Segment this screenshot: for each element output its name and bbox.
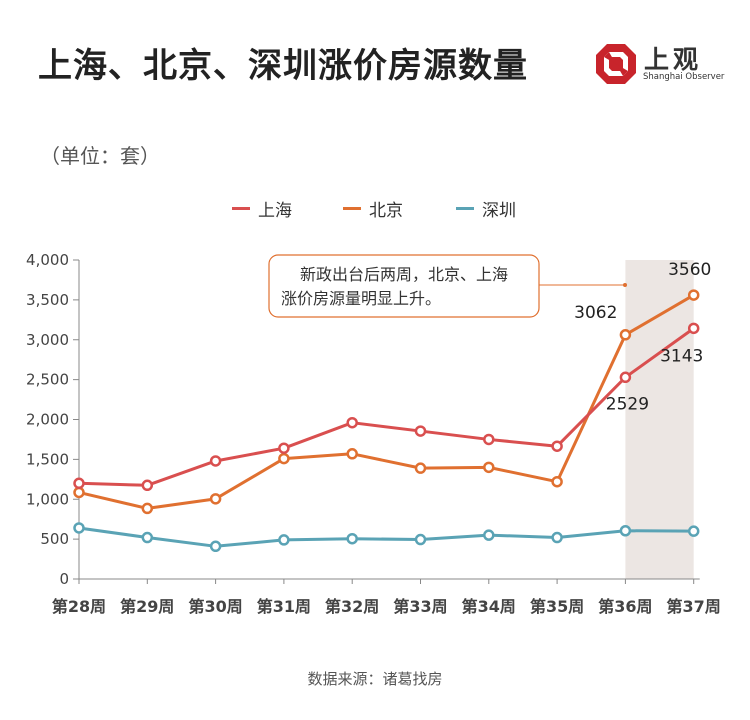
data-label: 3143 xyxy=(660,346,703,366)
data-point xyxy=(619,525,632,537)
x-tick-label: 第36周 xyxy=(598,597,652,616)
data-point xyxy=(551,531,563,544)
unit-label: （单位：套） xyxy=(40,144,160,168)
legend-label-shanghai: 上海 xyxy=(258,200,292,221)
y-tick-label: 2,500 xyxy=(26,371,69,389)
x-tick-label: 第28周 xyxy=(52,597,106,616)
x-tick-label: 第30周 xyxy=(188,597,242,616)
highlight-band xyxy=(625,260,694,579)
data-point xyxy=(414,533,427,546)
data-point xyxy=(278,442,290,454)
legend-item-shenzhen: 深圳 xyxy=(456,196,516,221)
legend-swatch-shanghai xyxy=(232,206,250,210)
y-tick-label: 0 xyxy=(59,570,69,588)
chart-legend: 上海 北京 深圳 xyxy=(0,196,750,221)
y-tick-label: 1,500 xyxy=(26,450,69,468)
data-point xyxy=(73,477,85,490)
data-point xyxy=(209,540,222,553)
y-tick-label: 4,000 xyxy=(26,251,69,269)
logo-text: 上观 xyxy=(644,45,703,74)
data-point xyxy=(687,525,700,537)
source-note: 数据来源：诸葛找房 xyxy=(307,670,443,688)
x-tick-label: 第37周 xyxy=(667,597,721,616)
legend-swatch-beijing xyxy=(343,206,361,210)
data-point xyxy=(346,448,358,460)
x-tick-label: 第33周 xyxy=(393,597,447,616)
data-point xyxy=(73,522,85,534)
data-point xyxy=(551,475,563,488)
data-label: 3560 xyxy=(668,260,711,280)
logo-subtext: Shanghai Observer xyxy=(643,72,725,82)
data-label: 2529 xyxy=(606,394,649,414)
legend-item-shanghai: 上海 xyxy=(232,196,292,221)
series-line-2 xyxy=(78,526,694,548)
data-point xyxy=(346,532,358,545)
page-title: 上海、北京、深圳涨价房源数量 xyxy=(38,46,528,86)
data-point xyxy=(414,462,427,474)
data-point xyxy=(141,502,154,515)
legend-swatch-shenzhen xyxy=(456,206,474,210)
data-point xyxy=(483,461,495,474)
data-point xyxy=(483,433,495,446)
y-tick-label: 3,000 xyxy=(26,331,69,349)
x-tick-label: 第34周 xyxy=(462,597,516,616)
x-tick-label: 第31周 xyxy=(257,597,311,616)
data-point xyxy=(209,455,222,467)
data-point xyxy=(619,371,632,384)
data-point xyxy=(483,529,495,541)
data-point xyxy=(141,531,154,544)
data-point xyxy=(551,440,563,452)
shanghai-observer-logo-icon xyxy=(596,44,636,84)
legend-item-beijing: 北京 xyxy=(343,196,403,221)
y-tick-label: 1,000 xyxy=(26,490,69,508)
data-point xyxy=(687,289,700,301)
y-tick-label: 500 xyxy=(40,530,69,548)
data-point xyxy=(346,416,358,429)
y-tick-label: 2,000 xyxy=(26,411,69,429)
data-point xyxy=(414,425,427,437)
data-point xyxy=(73,486,85,499)
annotation-dot xyxy=(623,283,627,287)
x-tick-label: 第35周 xyxy=(530,597,584,616)
series-line-0 xyxy=(78,327,695,487)
x-tick-label: 第29周 xyxy=(120,597,174,616)
data-label: 3062 xyxy=(574,303,617,323)
legend-label-beijing: 北京 xyxy=(369,200,403,221)
logo: 上观 Shanghai Observer xyxy=(594,42,724,88)
x-tick-label: 第32周 xyxy=(325,597,379,616)
data-point xyxy=(619,329,632,341)
annotation-text-line2: 涨价房源量明显上升。 xyxy=(281,289,441,308)
y-tick-label: 3,500 xyxy=(26,291,69,309)
annotation-text-line1: 新政出台后两周，北京、上海 xyxy=(300,265,508,284)
annotation-box xyxy=(268,254,540,318)
data-point xyxy=(687,322,700,335)
legend-label-shenzhen: 深圳 xyxy=(482,200,516,221)
data-point xyxy=(278,452,290,465)
data-point xyxy=(278,534,290,546)
series-line-1 xyxy=(78,293,695,510)
data-point xyxy=(141,479,154,492)
data-point xyxy=(209,493,222,505)
